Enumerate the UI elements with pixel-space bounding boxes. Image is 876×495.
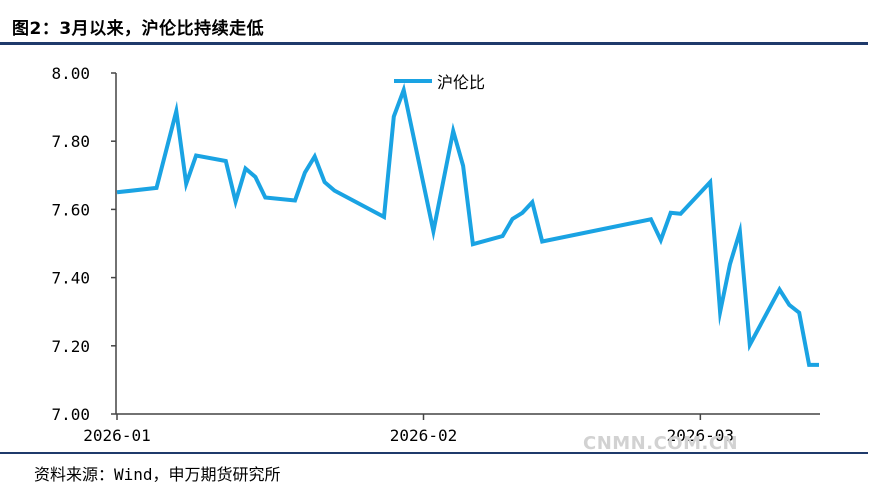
figure-title: 图2：3月以来，沪伦比持续走低 <box>12 19 265 39</box>
y-tick-label: 7.60 <box>51 200 90 219</box>
series-line <box>116 82 819 367</box>
chart-axes: 7.00 7.20 7.40 7.60 7.80 8.00 2026-01 2026-02 20… <box>51 64 820 445</box>
chart-plot-area <box>116 82 820 367</box>
legend-label: 沪伦比 <box>437 73 485 92</box>
x-tick-label: 2026-02 <box>390 426 457 445</box>
title-rule <box>0 42 868 45</box>
watermark: CNMN.COM.CN <box>583 433 739 454</box>
y-tick-label: 7.80 <box>51 132 90 151</box>
y-tick-label: 7.40 <box>51 269 90 288</box>
y-tick-label: 8.00 <box>51 64 90 83</box>
x-tick-label: 2026-03 <box>667 426 734 445</box>
y-tick-label: 7.00 <box>51 405 90 424</box>
y-tick-label: 7.20 <box>51 337 90 356</box>
source-rule <box>0 452 868 454</box>
source-note: 资料来源：Wind，申万期货研究所 <box>34 465 281 484</box>
x-tick-label: 2026-01 <box>83 426 150 445</box>
chart-legend: 沪伦比 <box>394 73 485 92</box>
